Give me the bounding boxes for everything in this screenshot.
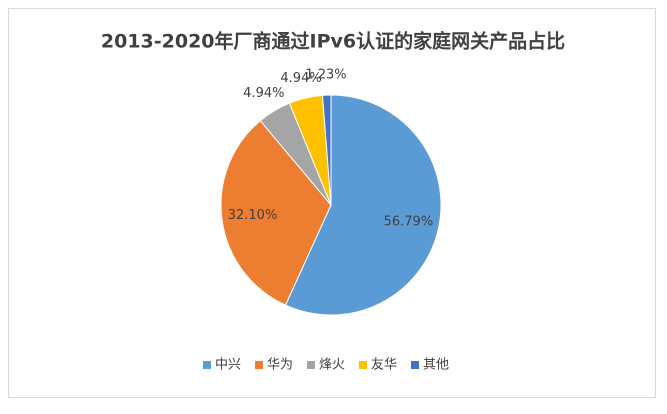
pie-slice bbox=[220, 120, 332, 306]
data-label: 4.94% bbox=[280, 71, 321, 86]
data-label: 4.94% bbox=[243, 86, 284, 101]
legend-label: 中兴 bbox=[215, 358, 241, 373]
legend-label: 其他 bbox=[423, 358, 449, 373]
pie-slice bbox=[284, 94, 442, 316]
data-label: 32.10% bbox=[228, 208, 278, 223]
pie-slice bbox=[321, 94, 332, 206]
legend-swatch bbox=[359, 361, 367, 369]
data-label: 56.79% bbox=[384, 214, 434, 229]
legend-swatch bbox=[411, 361, 419, 369]
legend-label: 友华 bbox=[371, 357, 397, 373]
chart-title: 2013-2020年厂商通过IPv6认证的家庭网关产品占比 bbox=[101, 30, 565, 53]
legend-swatch bbox=[203, 361, 211, 369]
legend-swatch bbox=[307, 361, 315, 369]
legend-label: 华为 bbox=[267, 358, 293, 373]
data-label: 1.23% bbox=[305, 68, 346, 83]
legend-label: 烽火 bbox=[319, 358, 345, 373]
legend-swatch bbox=[255, 361, 263, 369]
